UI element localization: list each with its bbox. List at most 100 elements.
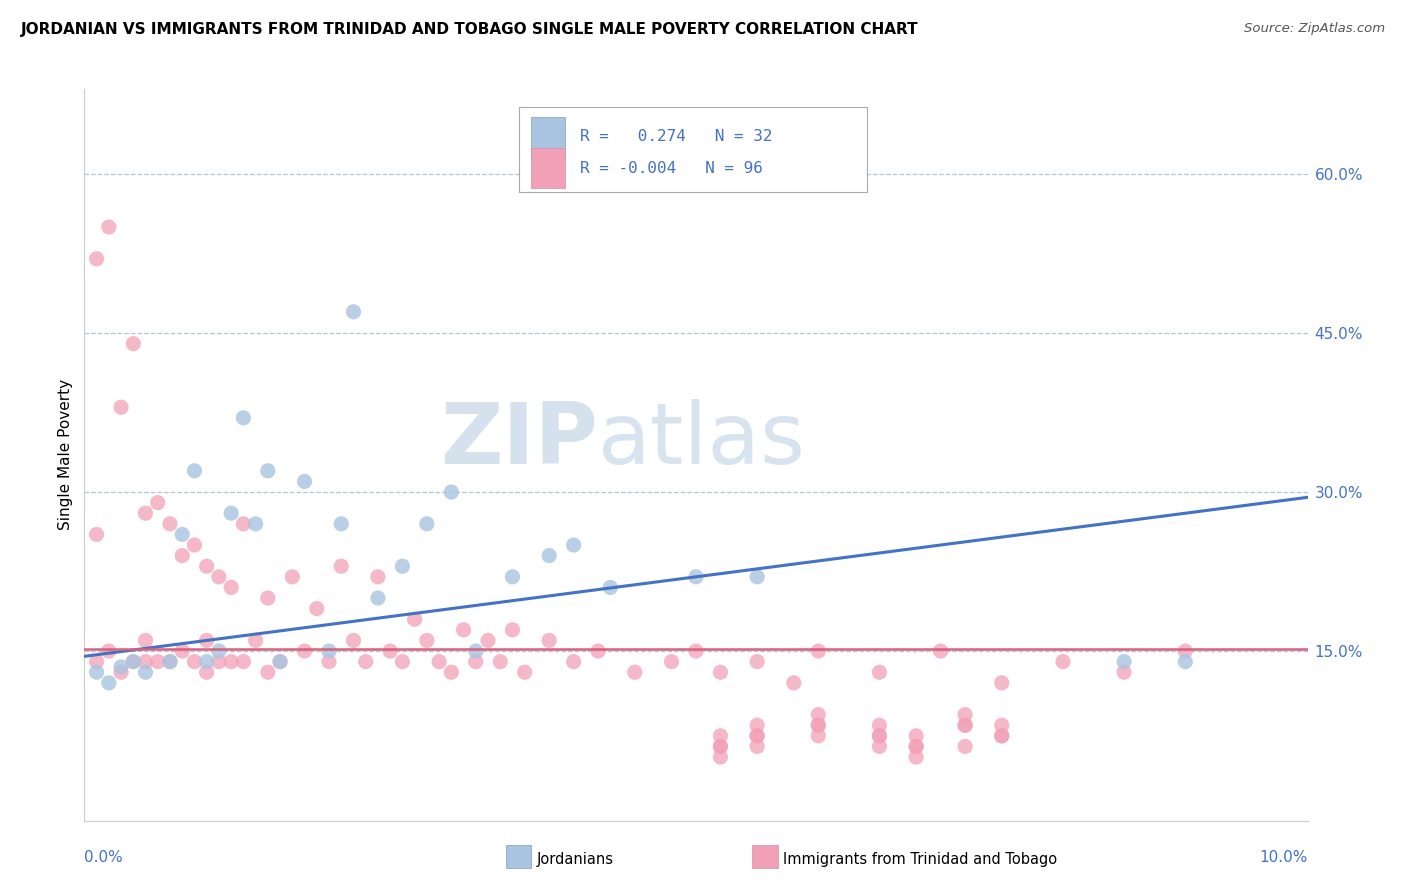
Point — [257, 591, 280, 605]
Point — [257, 665, 280, 680]
Point — [427, 655, 450, 669]
Point — [624, 665, 647, 680]
Point — [685, 644, 707, 658]
Point — [318, 644, 340, 658]
Point — [97, 644, 120, 658]
Point — [953, 707, 976, 722]
Point — [135, 665, 157, 680]
Text: 10.0%: 10.0% — [1260, 850, 1308, 865]
Point — [953, 739, 976, 754]
Text: R =   0.274   N = 32: R = 0.274 N = 32 — [579, 129, 772, 145]
Point — [991, 676, 1014, 690]
Point — [208, 644, 231, 658]
Point — [709, 729, 731, 743]
FancyBboxPatch shape — [519, 108, 868, 192]
Point — [991, 729, 1014, 743]
Point — [195, 665, 218, 680]
Text: atlas: atlas — [598, 399, 806, 482]
Point — [232, 516, 254, 531]
Point — [354, 655, 377, 669]
Point — [294, 644, 316, 658]
Point — [747, 655, 769, 669]
Point — [146, 655, 169, 669]
Point — [367, 570, 389, 584]
Point — [599, 581, 621, 595]
Point — [86, 252, 108, 266]
Point — [747, 718, 769, 732]
Point — [1114, 655, 1136, 669]
Point — [172, 644, 194, 658]
Point — [953, 718, 976, 732]
Point — [195, 633, 218, 648]
Point — [110, 660, 132, 674]
Point — [245, 516, 267, 531]
Point — [905, 739, 928, 754]
Point — [709, 739, 731, 754]
Y-axis label: Single Male Poverty: Single Male Poverty — [58, 379, 73, 531]
Point — [464, 655, 486, 669]
Point — [869, 729, 891, 743]
Point — [869, 665, 891, 680]
Point — [538, 549, 561, 563]
Point — [110, 665, 132, 680]
Point — [195, 655, 218, 669]
Point — [502, 623, 524, 637]
Point — [330, 516, 353, 531]
Point — [318, 655, 340, 669]
Point — [232, 410, 254, 425]
Point — [159, 655, 181, 669]
Point — [1174, 655, 1197, 669]
Text: Source: ZipAtlas.com: Source: ZipAtlas.com — [1244, 22, 1385, 36]
Point — [747, 739, 769, 754]
Point — [747, 729, 769, 743]
Point — [869, 739, 891, 754]
Point — [219, 506, 242, 520]
Point — [208, 570, 231, 584]
Point — [416, 516, 439, 531]
Point — [477, 633, 499, 648]
Point — [257, 464, 280, 478]
Point — [183, 655, 205, 669]
Point — [1114, 665, 1136, 680]
Point — [489, 655, 512, 669]
Point — [86, 527, 108, 541]
Point — [86, 665, 108, 680]
Point — [269, 655, 291, 669]
Point — [783, 676, 806, 690]
Point — [416, 633, 439, 648]
Point — [172, 527, 194, 541]
Point — [172, 549, 194, 563]
Point — [709, 739, 731, 754]
Point — [97, 219, 120, 234]
Point — [869, 718, 891, 732]
Point — [513, 665, 536, 680]
Point — [807, 718, 830, 732]
Point — [135, 633, 157, 648]
Point — [538, 633, 561, 648]
Point — [305, 601, 328, 615]
Point — [404, 612, 426, 626]
Point — [122, 655, 145, 669]
Point — [86, 655, 108, 669]
Point — [159, 655, 181, 669]
Point — [183, 464, 205, 478]
Point — [135, 655, 157, 669]
Bar — [531, 117, 565, 157]
Point — [905, 750, 928, 764]
Point — [929, 644, 952, 658]
Point — [232, 655, 254, 669]
Point — [661, 655, 683, 669]
Point — [135, 506, 157, 520]
Text: Jordanians: Jordanians — [537, 853, 614, 867]
Point — [502, 570, 524, 584]
Point — [869, 729, 891, 743]
Point — [367, 591, 389, 605]
Point — [807, 718, 830, 732]
Point — [991, 718, 1014, 732]
Point — [747, 570, 769, 584]
Point — [159, 516, 181, 531]
Point — [122, 336, 145, 351]
Point — [562, 655, 585, 669]
Point — [991, 729, 1014, 743]
Bar — [531, 148, 565, 188]
